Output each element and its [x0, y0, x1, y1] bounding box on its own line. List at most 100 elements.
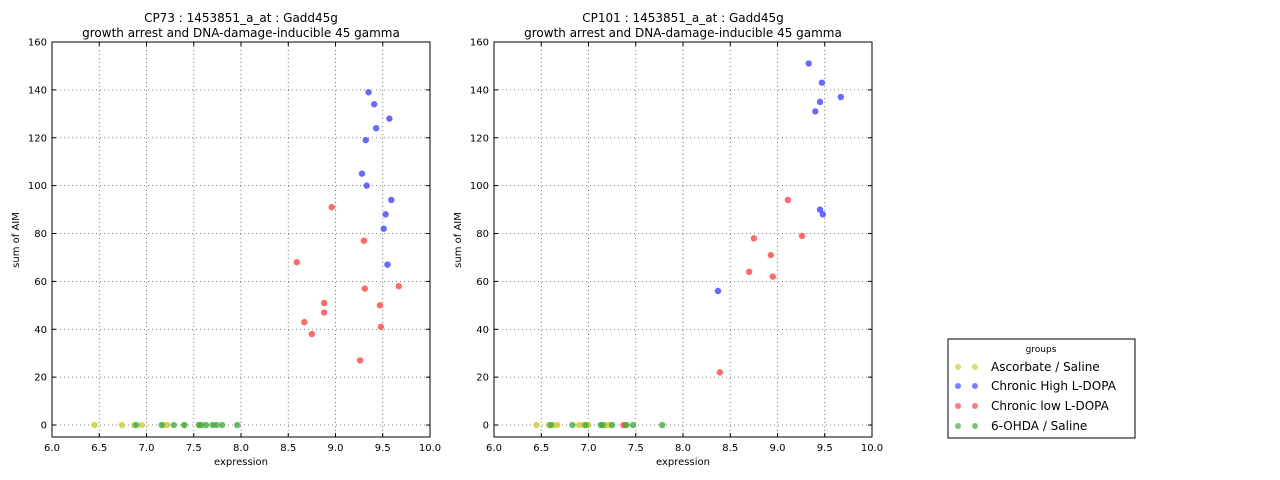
y-tick-label: 100	[28, 181, 47, 192]
plot-frame	[51, 41, 431, 438]
y-tick-label: 0	[41, 421, 47, 432]
y-tick-label: 20	[476, 373, 489, 384]
y-tick-label: 80	[34, 229, 47, 240]
data-point	[599, 421, 606, 429]
data-point	[767, 251, 775, 259]
legend-marker	[955, 403, 961, 409]
legend-label: 6-OHDA / Saline	[991, 419, 1087, 433]
y-tick-label: 0	[483, 421, 489, 432]
data-point	[629, 421, 637, 429]
x-axis-label: expression	[656, 457, 710, 468]
data-point	[377, 323, 385, 331]
data-point	[132, 421, 140, 429]
x-tick-label: 8.5	[722, 443, 738, 454]
data-point	[714, 287, 722, 295]
legend-entry: Chronic High L-DOPA	[955, 379, 1117, 393]
data-point	[308, 330, 316, 338]
data-point	[816, 206, 824, 213]
x-tick-label: 8.0	[675, 443, 691, 454]
data-point	[158, 421, 165, 429]
y-tick-label: 40	[476, 325, 489, 336]
data-point	[659, 421, 666, 429]
data-point	[218, 421, 226, 429]
data-point	[320, 309, 328, 316]
data-point	[91, 421, 98, 429]
data-points	[533, 60, 845, 429]
data-point	[575, 421, 583, 429]
data-point	[623, 421, 630, 429]
x-tick-label: 7.0	[581, 443, 597, 454]
data-point	[164, 421, 171, 429]
legend-marker	[955, 364, 961, 370]
x-axis-label: expression	[214, 457, 268, 468]
y-tick-label: 140	[470, 85, 489, 96]
data-point	[202, 421, 210, 429]
data-point	[380, 225, 387, 232]
data-point	[750, 235, 758, 242]
data-point	[384, 261, 391, 268]
chart-cp101: CP101 : 1453851_a_at : Gadd45g growth ar…	[453, 11, 883, 468]
data-point	[371, 101, 378, 108]
data-point	[365, 89, 372, 96]
chart-title: CP73 : 1453851_a_at : Gadd45g	[144, 11, 338, 25]
x-tick-label: 8.5	[280, 443, 296, 454]
data-point	[582, 421, 589, 429]
data-point	[784, 196, 792, 204]
data-point	[361, 285, 368, 292]
legend-label: Chronic low L-DOPA	[991, 399, 1110, 413]
data-point	[198, 421, 205, 429]
data-point	[547, 421, 554, 429]
legend-marker	[972, 383, 978, 389]
data-point	[382, 211, 389, 218]
data-point	[608, 421, 616, 429]
x-tick-label: 9.5	[375, 443, 391, 454]
y-tick-label: 100	[470, 181, 489, 192]
data-point	[118, 421, 126, 429]
y-axis-label: sum of AIM	[453, 212, 464, 268]
data-point	[234, 421, 241, 429]
legend-title: groups	[1026, 345, 1057, 355]
legend-marker	[972, 403, 978, 409]
chart-cp73: CP73 : 1453851_a_at : Gadd45g growth arr…	[11, 11, 441, 468]
y-tick-label: 60	[476, 277, 489, 288]
x-tick-label: 9.0	[770, 443, 786, 454]
x-tick-label: 7.5	[186, 443, 202, 454]
data-point	[716, 369, 724, 376]
data-point	[356, 357, 364, 364]
x-tick-label: 6.5	[91, 443, 107, 454]
chart-subtitle: growth arrest and DNA-damage-inducible 4…	[524, 26, 842, 40]
x-tick-label: 6.5	[533, 443, 549, 454]
data-point	[569, 421, 576, 429]
legend-marker	[972, 423, 978, 429]
plot-frame	[493, 41, 873, 438]
grid-lines	[493, 41, 873, 437]
x-tick-label: 8.0	[233, 443, 249, 454]
data-point	[818, 79, 826, 86]
axis-ticks: 6.0 6.5 7.0 7.5 8.0 8.5 9.0 9.5 10.0 0 20 40 60 80 100…	[28, 38, 441, 455]
data-point	[358, 170, 366, 177]
data-point	[170, 421, 178, 429]
data-point	[812, 108, 819, 115]
data-point	[181, 421, 188, 429]
legend-entry: Ascorbate / Saline	[955, 360, 1100, 374]
x-tick-label: 6.0	[486, 443, 502, 454]
data-point	[362, 136, 369, 144]
data-points	[91, 89, 403, 429]
legend-marker	[955, 383, 961, 389]
legend: groups Ascorbate / Saline Chronic High L…	[947, 338, 1136, 439]
legend-entry: Chronic low L-DOPA	[955, 399, 1110, 413]
data-point	[805, 60, 812, 67]
y-tick-label: 160	[470, 38, 489, 49]
x-tick-label: 7.5	[628, 443, 644, 454]
legend-label: Ascorbate / Saline	[991, 360, 1100, 374]
legend-marker	[955, 423, 961, 429]
y-tick-label: 40	[34, 325, 47, 336]
x-tick-label: 10.0	[861, 443, 883, 454]
data-point	[360, 237, 368, 244]
x-tick-label: 10.0	[419, 443, 441, 454]
data-point	[837, 93, 845, 101]
y-tick-label: 60	[34, 277, 47, 288]
y-tick-label: 120	[470, 133, 489, 144]
data-point	[372, 124, 380, 132]
